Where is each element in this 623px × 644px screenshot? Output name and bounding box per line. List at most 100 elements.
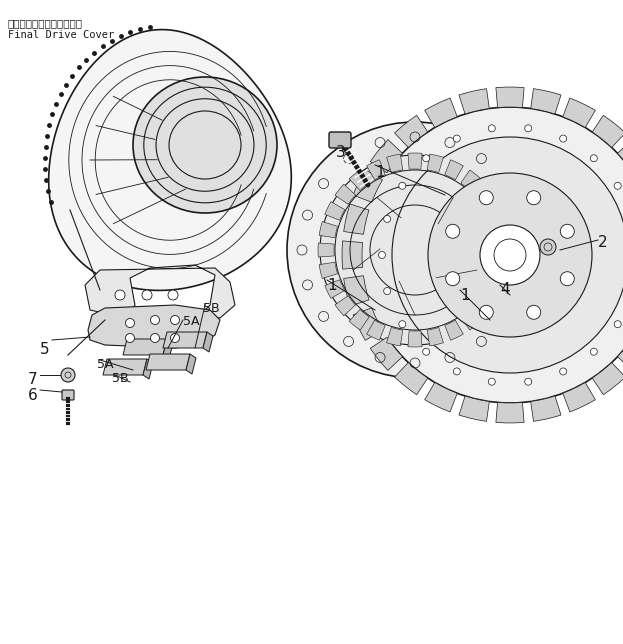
Polygon shape [427, 154, 444, 173]
Polygon shape [163, 339, 173, 359]
Text: ファイナルドライブカバー: ファイナルドライブカバー [8, 18, 83, 28]
Polygon shape [492, 262, 511, 278]
Circle shape [362, 107, 623, 403]
Circle shape [320, 155, 510, 345]
Circle shape [540, 239, 556, 255]
Polygon shape [461, 310, 481, 330]
Circle shape [168, 290, 178, 300]
Circle shape [422, 348, 430, 355]
Text: 5B: 5B [112, 372, 128, 385]
Circle shape [591, 348, 597, 355]
Circle shape [125, 319, 135, 328]
Polygon shape [496, 87, 524, 108]
Circle shape [125, 334, 135, 343]
Polygon shape [319, 222, 338, 238]
Polygon shape [475, 184, 495, 204]
Polygon shape [387, 154, 403, 173]
Polygon shape [617, 140, 623, 173]
Polygon shape [344, 204, 369, 234]
Circle shape [142, 290, 152, 300]
Circle shape [384, 216, 391, 222]
Polygon shape [349, 170, 369, 191]
Polygon shape [592, 115, 623, 147]
Text: 1: 1 [375, 165, 384, 180]
Text: 5: 5 [40, 342, 50, 357]
Text: 1: 1 [460, 288, 470, 303]
Polygon shape [394, 115, 428, 147]
Polygon shape [88, 305, 220, 348]
Polygon shape [319, 262, 338, 278]
Polygon shape [496, 402, 524, 423]
Polygon shape [427, 327, 444, 346]
Polygon shape [146, 354, 190, 370]
Polygon shape [325, 279, 345, 298]
Polygon shape [103, 359, 147, 375]
Polygon shape [492, 222, 511, 238]
Circle shape [488, 378, 495, 385]
Text: 5A: 5A [97, 358, 113, 371]
Polygon shape [425, 383, 457, 412]
Polygon shape [335, 184, 356, 204]
Polygon shape [408, 153, 422, 169]
Polygon shape [186, 354, 196, 374]
Circle shape [526, 305, 541, 319]
Text: 6: 6 [28, 388, 38, 403]
Circle shape [559, 135, 567, 142]
Circle shape [287, 122, 543, 378]
Polygon shape [325, 202, 345, 220]
Circle shape [488, 125, 495, 132]
Polygon shape [353, 169, 383, 202]
FancyBboxPatch shape [62, 390, 74, 400]
Polygon shape [485, 202, 505, 220]
Circle shape [379, 252, 386, 258]
Text: Final Drive Cover: Final Drive Cover [8, 30, 114, 40]
Circle shape [454, 135, 460, 142]
Polygon shape [49, 30, 292, 290]
Circle shape [525, 378, 531, 385]
Circle shape [171, 334, 179, 343]
Circle shape [559, 368, 567, 375]
Circle shape [399, 182, 406, 189]
Polygon shape [370, 337, 402, 370]
Text: 5A: 5A [183, 315, 199, 328]
Polygon shape [367, 160, 385, 180]
Polygon shape [445, 160, 464, 180]
Circle shape [479, 305, 493, 319]
Text: 4: 4 [500, 282, 510, 297]
Polygon shape [353, 308, 383, 341]
Polygon shape [563, 383, 596, 412]
Polygon shape [425, 98, 457, 128]
Polygon shape [496, 243, 512, 257]
Polygon shape [85, 265, 235, 318]
Polygon shape [370, 140, 402, 173]
Circle shape [428, 173, 592, 337]
Circle shape [591, 155, 597, 162]
Circle shape [445, 224, 460, 238]
Polygon shape [459, 89, 489, 114]
Circle shape [392, 137, 623, 373]
Circle shape [560, 272, 574, 286]
Text: 5B: 5B [203, 302, 220, 315]
Polygon shape [344, 276, 369, 306]
Polygon shape [394, 363, 428, 395]
Polygon shape [563, 98, 596, 128]
Circle shape [525, 125, 531, 132]
Circle shape [526, 191, 541, 205]
Circle shape [445, 272, 460, 286]
Polygon shape [485, 279, 505, 298]
Polygon shape [203, 332, 213, 352]
Polygon shape [531, 396, 561, 421]
Polygon shape [335, 296, 356, 316]
Polygon shape [387, 327, 403, 346]
Circle shape [422, 155, 430, 162]
Circle shape [560, 224, 574, 238]
Polygon shape [349, 310, 369, 330]
Circle shape [399, 321, 406, 328]
Circle shape [61, 368, 75, 382]
FancyBboxPatch shape [329, 132, 351, 148]
Polygon shape [592, 363, 623, 395]
Circle shape [479, 191, 493, 205]
Polygon shape [445, 320, 464, 340]
Polygon shape [367, 320, 385, 340]
Polygon shape [318, 243, 334, 257]
